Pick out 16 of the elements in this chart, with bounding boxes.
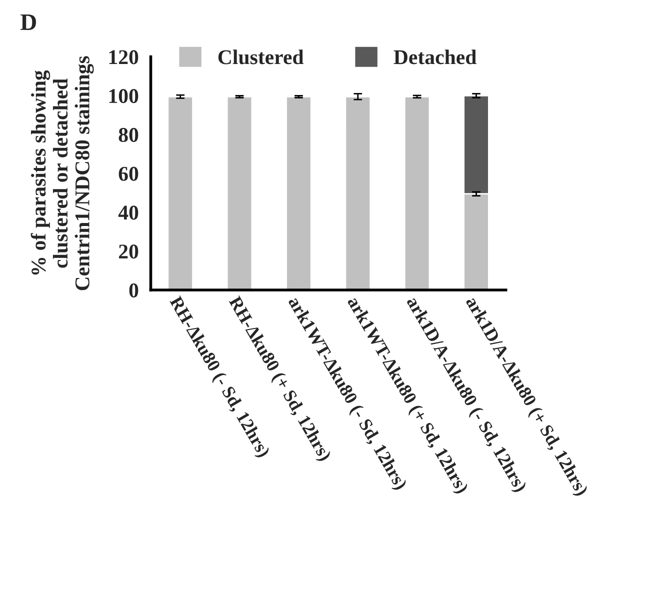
y-tick-label: 80 [118,128,138,142]
bar [226,96,253,290]
bar [344,96,372,290]
bar [286,96,312,290]
y-tick-label: 100 [109,89,138,104]
y-tick-label: 60 [118,166,138,181]
legend-label: Clustered [218,50,304,64]
y-tick-label: 40 [118,206,138,220]
y-tick-label: 120 [109,50,138,64]
bar [167,96,194,290]
legend-label: Detached [394,50,476,64]
y-axis-title: % of parasites showing clustered or detached Centrin1/NDC80 stainings [30,56,94,290]
y-tick-label: 0 [129,283,138,298]
y-tick-label: 20 [118,244,138,259]
bar [404,96,430,290]
chart-title: D [20,14,36,30]
